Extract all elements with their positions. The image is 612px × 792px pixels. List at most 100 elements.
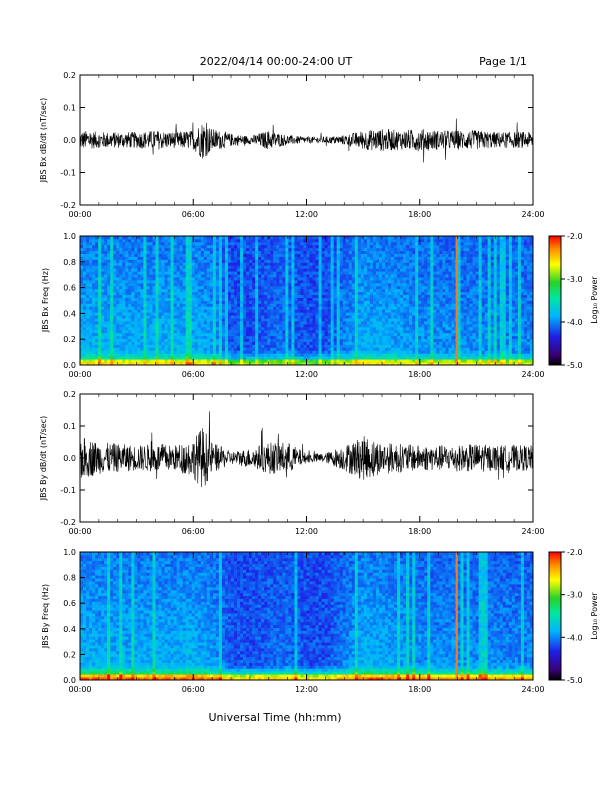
heatmap-cell bbox=[378, 253, 383, 257]
heatmap-cell bbox=[122, 347, 126, 351]
heatmap-cell bbox=[246, 279, 250, 284]
heatmap-cell bbox=[388, 282, 392, 287]
heatmap-cell bbox=[243, 285, 247, 290]
heatmap-cell bbox=[179, 326, 184, 331]
heatmap-cell bbox=[155, 335, 159, 340]
heatmap-cell bbox=[324, 297, 329, 301]
heatmap-cell bbox=[363, 241, 368, 246]
heatmap-cell bbox=[388, 315, 392, 319]
heatmap-cell bbox=[378, 236, 383, 240]
heatmap-cell bbox=[258, 341, 262, 345]
heatmap-cell bbox=[134, 247, 138, 252]
heatmap-cell bbox=[143, 329, 147, 334]
heatmap-cell bbox=[86, 244, 90, 249]
heatmap-cell bbox=[336, 353, 341, 357]
heatmap-cell bbox=[197, 238, 202, 243]
heatmap-cell bbox=[252, 306, 256, 310]
heatmap-cell bbox=[137, 332, 141, 337]
heatmap-cell bbox=[237, 329, 241, 334]
heatmap-cell bbox=[170, 241, 175, 246]
heatmap-cell bbox=[116, 279, 120, 284]
heatmap-cell bbox=[224, 303, 229, 307]
heatmap-cell bbox=[285, 253, 289, 257]
heatmap-cell bbox=[400, 291, 404, 296]
heatmap-cell bbox=[372, 332, 377, 337]
heatmap-cell bbox=[203, 309, 208, 313]
heatmap-cell bbox=[234, 362, 238, 366]
heatmap-cell bbox=[116, 253, 120, 257]
heatmap-cell bbox=[403, 262, 407, 266]
heatmap-cell bbox=[372, 244, 377, 249]
heatmap-cell bbox=[113, 353, 117, 357]
heatmap-cell bbox=[360, 236, 365, 240]
heatmap-cell bbox=[300, 303, 304, 307]
heatmap-cell bbox=[288, 244, 292, 249]
heatmap-cell bbox=[234, 335, 238, 340]
heatmap-cell bbox=[388, 271, 392, 275]
heatmap-cell bbox=[366, 309, 371, 313]
heatmap-cell bbox=[345, 294, 350, 298]
heatmap-cell bbox=[366, 288, 371, 293]
heatmap-cell bbox=[246, 306, 250, 310]
heatmap-cell bbox=[258, 274, 262, 278]
heatmap-cell bbox=[95, 294, 99, 298]
heatmap-cell bbox=[294, 291, 298, 296]
heatmap-cell bbox=[170, 265, 175, 269]
heatmap-cell bbox=[403, 271, 407, 275]
heatmap-cell bbox=[218, 353, 223, 357]
heatmap-cell bbox=[152, 338, 156, 342]
heatmap-cell bbox=[188, 326, 193, 331]
heatmap-cell bbox=[366, 321, 371, 325]
heatmap-cell bbox=[224, 288, 229, 293]
heatmap-cell bbox=[113, 288, 117, 293]
heatmap-cell bbox=[345, 274, 350, 278]
heatmap-cell bbox=[336, 341, 341, 345]
heatmap-cell bbox=[86, 300, 90, 304]
heatmap-cell bbox=[188, 353, 193, 357]
heatmap-cell bbox=[221, 282, 226, 287]
heatmap-cell bbox=[252, 332, 256, 337]
heatmap-cell bbox=[101, 291, 105, 296]
heatmap-cell bbox=[143, 262, 147, 266]
heatmap-cell bbox=[327, 262, 332, 266]
heatmap-cell bbox=[309, 347, 313, 351]
heatmap-cell bbox=[170, 350, 175, 354]
heatmap-cell bbox=[339, 262, 344, 266]
heatmap-cell bbox=[185, 347, 190, 351]
heatmap-cell bbox=[200, 332, 205, 337]
heatmap-cell bbox=[224, 294, 229, 298]
heatmap-cell bbox=[279, 274, 283, 278]
heatmap-cell bbox=[252, 291, 256, 296]
heatmap-cell bbox=[188, 332, 193, 337]
heatmap-cell bbox=[391, 279, 395, 284]
heatmap-cell bbox=[285, 323, 289, 328]
heatmap-cell bbox=[104, 362, 108, 366]
heatmap-cell bbox=[179, 321, 184, 325]
heatmap-cell bbox=[378, 326, 383, 331]
heatmap-cell bbox=[122, 297, 126, 301]
heatmap-cell bbox=[345, 253, 350, 257]
heatmap-cell bbox=[110, 335, 114, 340]
heatmap-cell bbox=[297, 274, 301, 278]
heatmap-cell bbox=[354, 315, 359, 319]
heatmap-cell bbox=[345, 297, 350, 301]
heatmap-cell bbox=[224, 241, 229, 246]
heatmap-cell bbox=[261, 244, 265, 249]
heatmap-cell bbox=[188, 294, 193, 298]
heatmap-cell bbox=[113, 312, 117, 316]
heatmap-cell bbox=[294, 312, 298, 316]
heatmap-cell bbox=[249, 291, 253, 296]
heatmap-cell bbox=[342, 321, 347, 325]
heatmap-cell bbox=[288, 323, 292, 328]
heatmap-cell bbox=[357, 353, 362, 357]
heatmap-cell bbox=[110, 347, 114, 351]
heatmap-cell bbox=[89, 309, 93, 313]
heatmap-cell bbox=[336, 262, 341, 266]
heatmap-cell bbox=[363, 359, 368, 363]
heatmap-cell bbox=[107, 256, 111, 260]
heatmap-cell bbox=[255, 274, 259, 278]
heatmap-cell bbox=[409, 338, 413, 342]
heatmap-cell bbox=[255, 315, 259, 319]
heatmap-cell bbox=[240, 271, 244, 275]
heatmap-cell bbox=[303, 341, 307, 345]
